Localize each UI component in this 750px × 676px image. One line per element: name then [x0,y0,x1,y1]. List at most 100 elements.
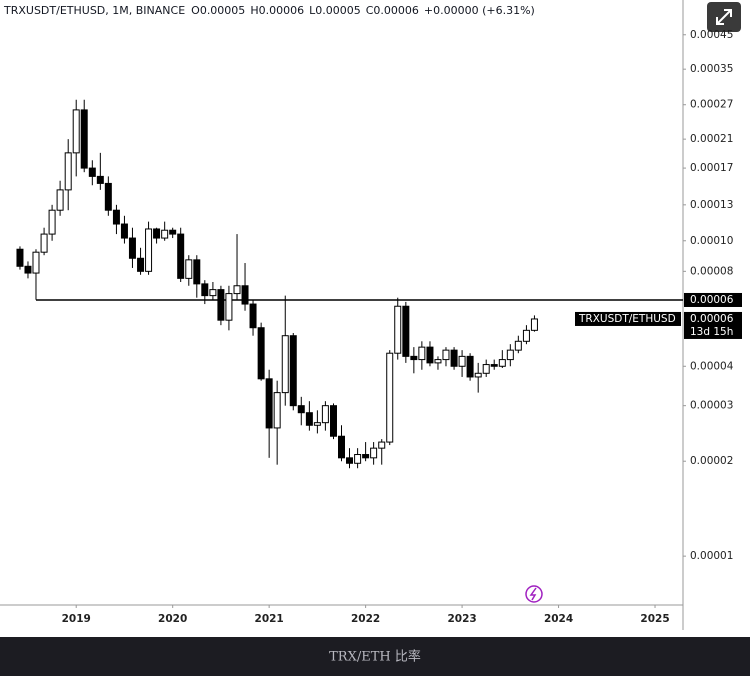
y-tick-label: 0.00045 [690,29,733,41]
level-label: 0.00006 [690,294,734,306]
y-tick-label: 0.00021 [690,133,733,145]
candle-body [88,167,96,177]
x-tick-label: 2022 [351,613,380,625]
candle-body [137,257,145,272]
candle-body [185,259,193,279]
status: O0.00005 H0.00006 L0.00005 C0.00006 +0.00000… [191,4,535,17]
candle-body [426,346,434,364]
candle-body [474,372,482,378]
candle-body [80,109,88,169]
level-label-bg [684,292,742,307]
x-tick-label: 2020 [158,613,187,625]
candle-body [386,352,394,443]
candle-body [249,303,257,329]
candle-body [530,318,538,331]
candle-body [112,209,120,225]
candle-body [56,189,64,211]
candle-body [233,285,241,295]
status-item: C0.00006 [366,4,419,17]
candle-body [72,109,80,154]
candle-body [217,289,225,321]
candle-body [273,392,281,429]
candle-body [329,405,337,437]
candle-body [16,248,24,267]
candle-body [466,355,474,378]
candle-body [104,182,112,211]
x-tick-label: 2023 [447,613,476,625]
candle-body [169,229,177,235]
candle-body [193,259,201,285]
y-tick-label: 0.00010 [690,235,733,247]
candle-body [265,378,273,429]
candle-body [506,349,514,361]
candle-body [161,229,169,239]
y-tick-label: 0.00008 [690,265,733,277]
candle-body [257,327,265,380]
candle-body [394,305,402,354]
x-tick-label: 2021 [255,613,284,625]
candle-body [321,405,329,424]
candle-body [313,422,321,426]
candle-body [370,447,378,459]
candle-body [64,152,72,191]
candle-body [209,289,217,297]
price-label: 0.00006 [690,313,734,325]
candle-body [354,454,362,464]
candle-body [225,293,233,321]
candle-body [48,209,56,235]
candle-body [402,305,410,357]
status-item: +0.00000 (+6.31%) [424,4,535,17]
candle-body [418,346,426,361]
candle-body [434,359,442,364]
candle-body [450,349,458,367]
candle-body [305,412,313,426]
candle-body [297,405,305,414]
y-tick-label: 0.00001 [690,550,733,562]
candle-body [410,355,418,361]
candle-body [338,435,345,459]
y-tick-label: 0.00013 [690,199,733,211]
candle-body [514,340,522,351]
candle-body [378,441,386,449]
candle-body [24,265,32,274]
candle-body [120,223,128,239]
candle-body [362,454,370,459]
candle-body [153,228,161,239]
candle-body [281,335,289,394]
candle-body [490,364,498,367]
caption-bar [0,637,750,676]
candle-body [522,329,530,342]
x-tick-label: 2019 [62,613,91,625]
countdown-label: 13d 15h [690,326,733,338]
candle-body [346,457,354,464]
candle-body [145,228,153,272]
y-tick-label: 0.00035 [690,63,733,75]
status-item: O0.00005 [191,4,245,17]
y-tick-label: 0.00027 [690,99,733,111]
y-tick-label: 0.00004 [690,360,734,372]
candle-body [96,175,104,184]
symbol-label: TRXUSDT/ETHUSD [578,313,676,325]
price-label-bg [684,311,742,339]
candle-body [241,285,249,305]
event-bolt [529,587,537,601]
candle-body [128,237,136,259]
candle-body [177,233,185,279]
symbol-label-bg [575,311,681,326]
caption: TRX/ETH 比率 [329,649,421,665]
y-tick-label: 0.00003 [690,400,733,412]
candle-body [201,283,209,297]
x-tick-label: 2025 [640,613,669,625]
candle-body [482,364,490,374]
x-tick-label: 2024 [544,613,573,625]
status-item: L0.00005 [309,4,361,17]
y-tick-label: 0.00017 [690,162,733,174]
candle-body [498,359,506,367]
event-icon[interactable] [525,585,543,603]
candle-body [40,233,48,253]
candles [16,99,683,469]
candle-body [442,349,450,361]
candle-body [32,251,40,274]
candle-body [289,335,297,407]
